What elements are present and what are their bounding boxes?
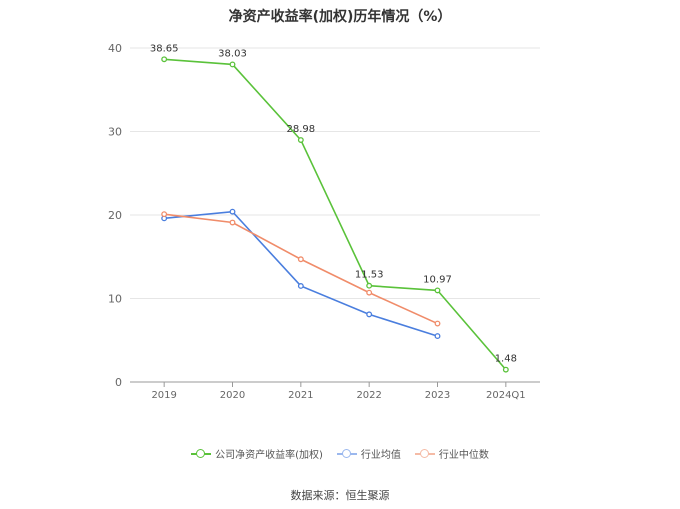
legend-swatch-company: [191, 448, 212, 459]
y-tick-label: 20: [108, 209, 122, 222]
y-tick-label: 10: [108, 293, 122, 306]
data-point-0: [297, 137, 304, 143]
series-lines: [161, 56, 509, 373]
data-point-0: [229, 61, 236, 68]
x-tick-label: 2022: [356, 390, 381, 401]
data-point-1: [229, 208, 236, 215]
series-line-2: [164, 213, 438, 325]
legend-label-company: 公司净资产收益率(加权): [215, 450, 323, 461]
chart-title: 净资产收益率(加权)历年情况（%）: [228, 9, 452, 25]
data-point-1: [366, 311, 373, 318]
x-tick-label: 2019: [151, 390, 176, 401]
data-label: 28.98: [287, 124, 316, 135]
y-tick-label: 0: [115, 376, 122, 389]
data-point-2: [297, 256, 304, 263]
legend-label-industry-median: 行业中位数: [438, 450, 489, 461]
data-point-0: [161, 56, 168, 63]
legend-swatch-industry-mean: [336, 448, 357, 459]
data-point-2: [366, 289, 373, 296]
data-labels: 38.65 38.03 28.98 11.53 10.97 1.48: [150, 43, 517, 364]
legend: 公司净资产收益率(加权) 行业均值 行业中位数: [0, 446, 680, 461]
legend-swatch-industry-median: [414, 448, 435, 459]
data-label: 1.48: [495, 354, 517, 365]
data-point-0: [502, 366, 509, 373]
line-chart: 0 10 20 30 40 2019 2020 2021 2022 2023 2024Q1 38.6…: [108, 42, 540, 401]
data-label: 38.03: [218, 48, 247, 59]
legend-item-industry-mean[interactable]: 行业均值: [336, 446, 401, 461]
legend-item-industry-median[interactable]: 行业中位数: [414, 446, 489, 461]
y-tick-label: 30: [108, 126, 122, 139]
series-line-1: [164, 210, 438, 337]
x-tick-label: 2021: [288, 390, 313, 401]
data-point-2: [434, 320, 441, 327]
x-tick-label: 2020: [220, 390, 245, 401]
data-point-0: [366, 282, 373, 289]
y-tick-label: 40: [108, 42, 122, 55]
grid-lines: [130, 47, 540, 299]
data-point-2: [161, 211, 168, 218]
data-point-1: [434, 333, 441, 340]
data-label: 10.97: [423, 274, 452, 285]
data-point-2: [229, 219, 236, 226]
data-source: 数据来源：恒生聚源: [290, 489, 390, 502]
legend-item-company[interactable]: 公司净资产收益率(加权): [191, 446, 323, 461]
series-line-0: [164, 58, 507, 371]
axes: 0 10 20 30 40 2019 2020 2021 2022 2023 2024Q1: [108, 42, 540, 401]
data-label: 38.65: [150, 43, 179, 54]
data-point-1: [297, 283, 304, 289]
x-tick-label: 2024Q1: [486, 390, 526, 401]
legend-label-industry-mean: 行业均值: [360, 450, 401, 461]
data-point-0: [434, 287, 441, 294]
data-label: 11.53: [355, 270, 384, 281]
x-tick-label: 2023: [425, 390, 450, 401]
